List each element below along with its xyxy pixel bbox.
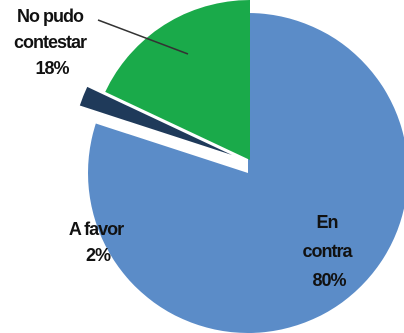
pie-labels: No pudo contestar 18% A favor 2% En cont… <box>14 6 355 290</box>
pie-slice-a-favor <box>79 86 232 155</box>
pie-slice-en-contra <box>88 13 404 333</box>
label-a-favor: A favor 2% <box>69 219 127 265</box>
label-no-pudo-contestar: No pudo contestar 18% <box>14 6 90 78</box>
leader-line-no-pudo-contestar <box>97 19 189 55</box>
pie-slices <box>79 0 404 333</box>
pie-slice-no-pudo-contestar <box>105 0 250 160</box>
label-en-contra: En contra 80% <box>302 212 355 290</box>
